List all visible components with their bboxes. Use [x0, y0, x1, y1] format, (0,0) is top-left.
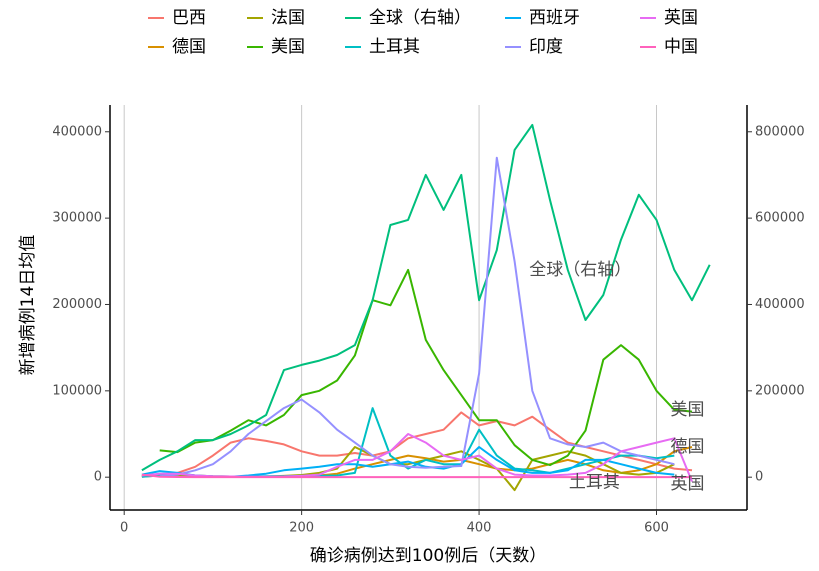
- y2-tick-label: 200000: [755, 383, 805, 398]
- annotation: 土耳其: [569, 472, 620, 492]
- series-line: [159, 268, 693, 467]
- x-tick-label: 400: [467, 521, 492, 536]
- x-axis-title: 确诊病例达到100例后（天数）: [310, 546, 546, 566]
- legend-label: 美国: [271, 37, 305, 57]
- annotation: 英国: [671, 474, 705, 494]
- y-tick-label: 200000: [52, 297, 102, 312]
- series-line: [141, 123, 711, 472]
- legend-label: 中国: [664, 37, 698, 57]
- legend-label: 巴西: [172, 8, 206, 28]
- legend-label: 全球（右轴）: [369, 8, 471, 28]
- legend-label: 西班牙: [529, 8, 580, 28]
- y-tick-label: 100000: [52, 383, 102, 398]
- series-line: [141, 411, 693, 478]
- legend-label: 土耳其: [369, 37, 420, 57]
- legend-label: 法国: [271, 8, 305, 28]
- y-tick-label: 0: [94, 470, 102, 485]
- y2-tick-label: 800000: [755, 124, 805, 139]
- y-axis-title: 新增病例14日均值: [18, 235, 38, 376]
- x-tick-label: 0: [120, 521, 128, 536]
- annotation: 全球（右轴）: [529, 260, 631, 280]
- legend-label: 德国: [172, 37, 206, 57]
- y2-tick-label: 0: [755, 470, 763, 485]
- x-tick-label: 600: [644, 521, 669, 536]
- y2-tick-label: 600000: [755, 211, 805, 226]
- y2-tick-label: 400000: [755, 297, 805, 312]
- y-tick-label: 300000: [52, 211, 102, 226]
- annotation: 美国: [671, 400, 705, 420]
- legend-label: 英国: [664, 8, 698, 28]
- y-tick-label: 400000: [52, 124, 102, 139]
- annotation: 德国: [671, 437, 705, 457]
- series-line: [141, 473, 692, 479]
- series-line: [159, 156, 675, 478]
- legend-label: 印度: [529, 37, 563, 57]
- x-tick-label: 200: [289, 521, 314, 536]
